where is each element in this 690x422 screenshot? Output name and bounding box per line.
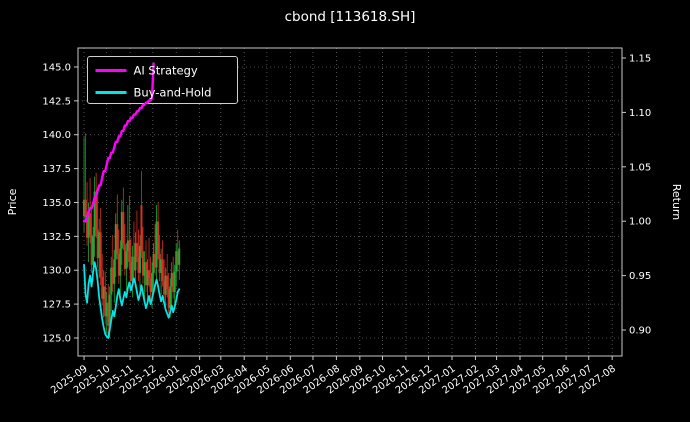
left-tick-label: 130.0 <box>42 266 71 277</box>
left-tick-label: 145.0 <box>42 62 71 73</box>
series-line-buy-and-hold <box>83 261 181 339</box>
left-tick-label: 125.0 <box>42 333 71 344</box>
series <box>82 62 155 223</box>
legend-entries: AI Strategy Buy-and-Hold <box>95 64 212 100</box>
left-tick-label: 137.5 <box>42 164 71 175</box>
grid <box>78 48 622 356</box>
right-tick-label: 0.90 <box>629 325 651 336</box>
chart-title: cbond [113618.SH] <box>285 9 416 25</box>
left-axis-label: Price <box>6 188 19 215</box>
left-tick-label: 142.5 <box>42 96 71 107</box>
right-tick-label: 1.05 <box>629 162 651 173</box>
series <box>83 261 181 339</box>
right-tick-label: 1.10 <box>629 108 651 119</box>
left-tick-label: 140.0 <box>42 130 71 141</box>
series-line-ai-strategy <box>82 62 155 223</box>
right-tick-label: 1.15 <box>629 54 651 65</box>
left-tick-label: 135.0 <box>42 198 71 209</box>
right-tick-label: 0.95 <box>629 271 651 282</box>
candles <box>83 133 181 338</box>
left-tick-label: 127.5 <box>42 300 71 311</box>
right-tick-label: 1.00 <box>629 217 651 228</box>
legend-label-buy-and-hold: Buy-and-Hold <box>134 86 212 100</box>
right-axis-label: Return <box>670 184 683 221</box>
legend-label-ai-strategy: AI Strategy <box>134 64 198 78</box>
left-tick-label: 132.5 <box>42 232 71 243</box>
chart-render-root: 125.0 127.5 130.0 132.5 135.0 137.5 140.0 142.5… <box>42 47 651 396</box>
